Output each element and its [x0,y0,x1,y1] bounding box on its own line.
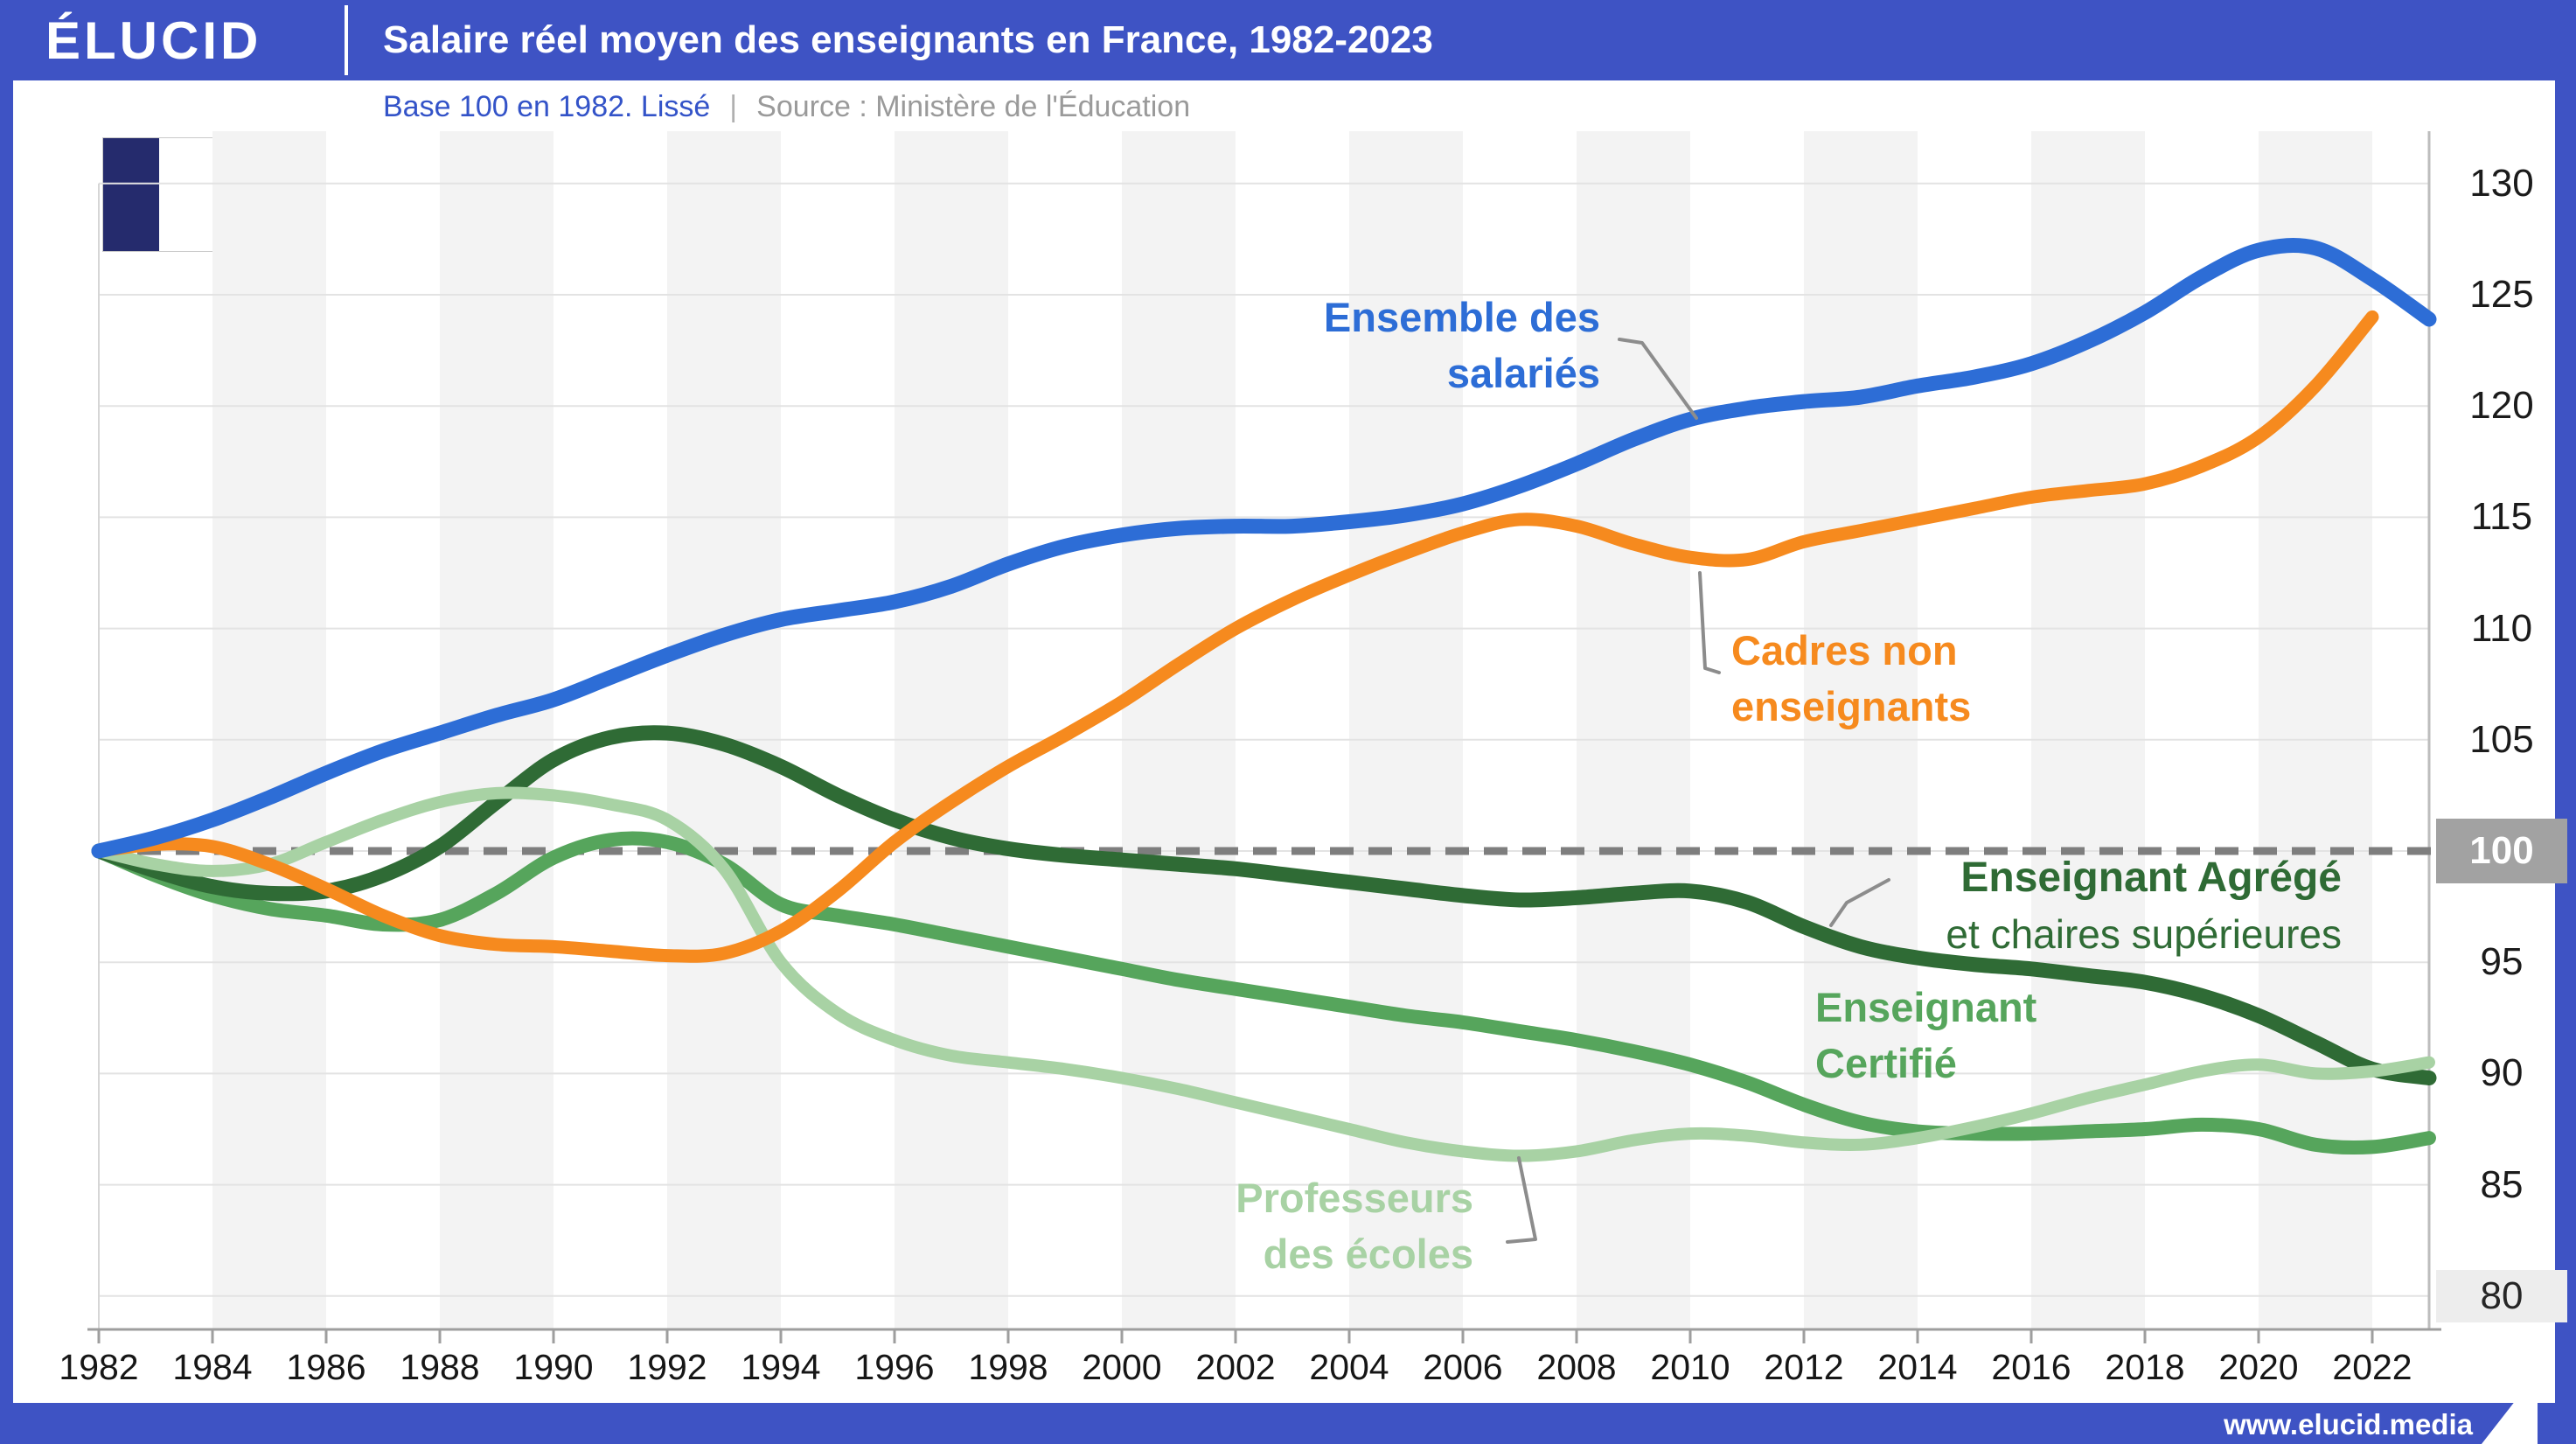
x-tick-label-2006: 2006 [1423,1347,1503,1387]
y-tick-label-115: 115 [2470,495,2533,539]
y-tick-label-105: 105 [2469,717,2534,761]
series-line-professeurs-des-coles [93,786,2435,1162]
annotation-cadres-non-enseignants: Cadres non enseignants [1731,623,1971,735]
series-line-cadres-non-enseignants [92,310,2379,963]
annotation-cadres-non-enseignants-line-1: Cadres non [1731,627,1958,673]
footer-bar [0,1403,2576,1444]
annotation-professeurs-des-ecoles-line-2: des écoles [1263,1231,1473,1277]
chart-subtitle: Base 100 en 1982. Lissé | Source : Minis… [383,84,1190,129]
source-note: Source : Ministère de l'Éducation [756,89,1191,123]
subtitle-separator: | [729,89,738,123]
header-bar: ÉLUCID Salaire réel moyen des enseignant… [0,0,2576,80]
page-title: Salaire réel moyen des enseignants en Fr… [383,18,1433,61]
y-tick-label-95: 95 [2480,940,2524,984]
y-tick-label-125: 125 [2469,273,2534,316]
x-tick-label-1984: 1984 [172,1347,253,1387]
x-tick-label-1982: 1982 [59,1347,139,1387]
x-tick-label-1990: 1990 [513,1347,594,1387]
leader-line-ensemble-des-salaries [1618,338,1698,420]
leader-line-enseignant-agrege [1829,878,1890,927]
y-tick-label-110: 110 [2470,606,2533,650]
series-line-enseignant-agr-g-et-chaires-sup-rieures [91,725,2437,1085]
background-stripe [2031,131,2145,1329]
y-tick-label-80: 80 [2436,1269,2567,1322]
annotation-professeurs-des-ecoles-line-1: Professeurs [1236,1175,1473,1221]
annotation-enseignant-certifie: Enseignant Certifié [1815,980,2036,1092]
y-tick-label-120: 120 [2469,384,2534,428]
series-line-enseignant-certifi- [92,831,2436,1155]
annotation-enseignant-agrege: Enseignant Agrégé et chaires supérieures [1946,850,2342,962]
background-stripe [1122,131,1236,1329]
y-tick-label-85: 85 [2480,1162,2524,1206]
x-tick-label-1986: 1986 [286,1347,366,1387]
flag-band-white [159,138,216,251]
annotation-enseignant-certifie-line-1: Enseignant [1815,984,2037,1030]
x-tick-label-1992: 1992 [627,1347,707,1387]
x-tick-label-1988: 1988 [400,1347,480,1387]
x-tick-label-2014: 2014 [1877,1347,1958,1387]
x-tick-label-2022: 2022 [2332,1347,2412,1387]
left-frame-edge [0,80,13,1403]
elucid-triangle-icon [2482,1372,2538,1444]
series-line-ensemble-des-salari-s [91,238,2437,859]
annotation-ensemble-des-salaries-line-2: salariés [1446,350,1600,396]
x-tick-label-2000: 2000 [1082,1347,1162,1387]
y-tick-label-90: 90 [2480,1051,2524,1095]
x-tick-label-2010: 2010 [1650,1347,1730,1387]
annotation-ensemble-des-salaries-line-1: Ensemble des [1323,294,1600,340]
x-tick-label-2004: 2004 [1309,1347,1389,1387]
annotation-ensemble-des-salaries: Ensemble des salariés [1324,289,1600,401]
x-tick-label-2008: 2008 [1536,1347,1617,1387]
x-tick-label-2012: 2012 [1764,1347,1844,1387]
annotation-professeurs-des-ecoles: Professeurs des écoles [1236,1170,1473,1282]
x-tick-label-1994: 1994 [741,1347,821,1387]
x-tick-label-2018: 2018 [2105,1347,2185,1387]
annotation-enseignant-certifie-line-2: Certifié [1815,1040,1957,1086]
background-stripe [212,131,326,1329]
y-tick-label-100: 100 [2436,819,2567,883]
x-tick-label-2020: 2020 [2218,1347,2299,1387]
logo-separator [345,5,348,75]
website-url: www.elucid.media [2224,1408,2473,1441]
leader-line-cadres-non-enseignants [1698,571,1721,674]
y-tick-label-130: 130 [2469,161,2534,205]
leader-line-professeurs-des-ecoles [1506,1156,1537,1244]
flag-band-blue [103,138,160,251]
background-stripe [895,131,1008,1329]
x-tick-label-1998: 1998 [968,1347,1048,1387]
annotation-enseignant-agrege-line-1: Enseignant Agrégé [1960,855,2342,901]
x-tick-label-2002: 2002 [1195,1347,1276,1387]
elucid-logo: ÉLUCID [45,10,262,70]
annotation-cadres-non-enseignants-line-2: enseignants [1731,683,1972,729]
right-frame-edge [2555,80,2576,1403]
annotation-enseignant-agrege-line-2: et chaires supérieures [1946,911,2342,957]
base-note: Base 100 en 1982. Lissé [383,89,711,123]
x-tick-label-1996: 1996 [854,1347,935,1387]
x-tick-label-2016: 2016 [1991,1347,2071,1387]
